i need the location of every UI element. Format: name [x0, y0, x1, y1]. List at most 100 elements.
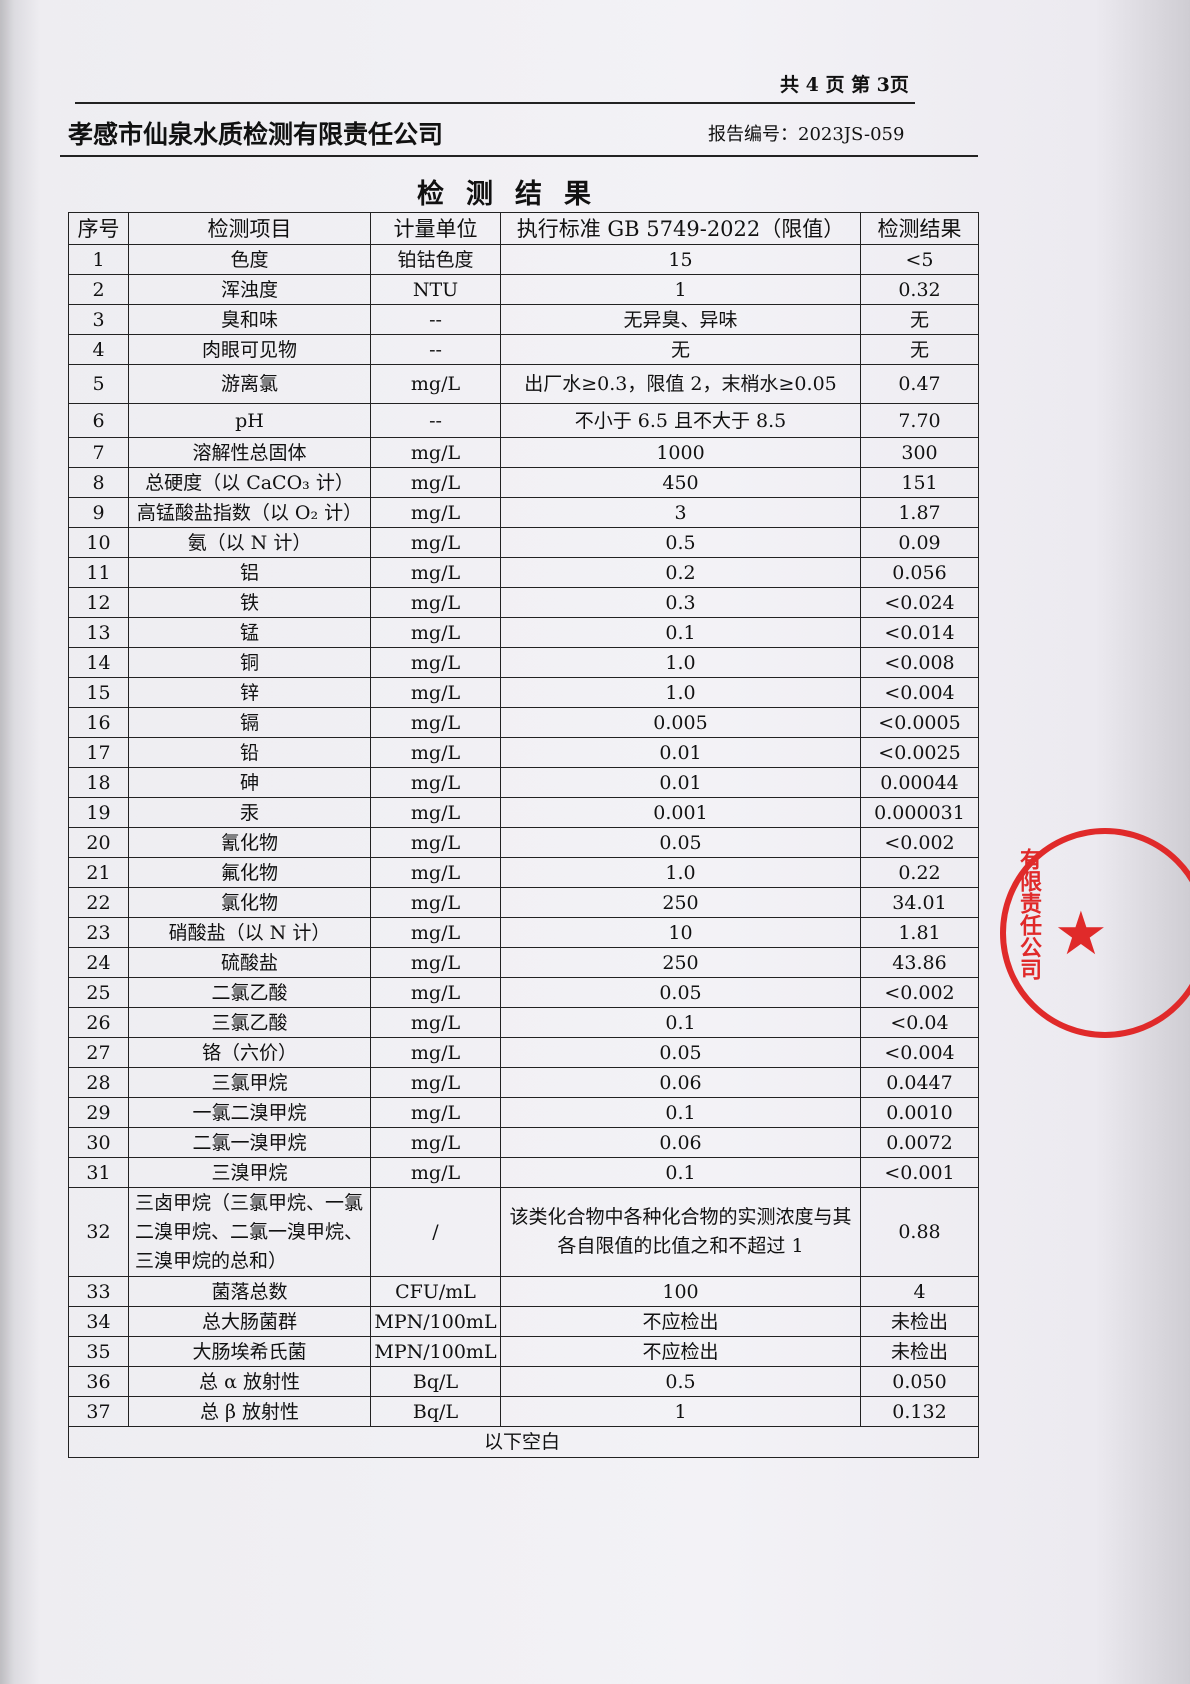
row-item: 大肠埃希氏菌: [128, 1336, 371, 1367]
company-name: 孝感市仙泉水质检测有限责任公司: [68, 120, 444, 149]
row-no: 22: [68, 887, 129, 918]
row-standard: 0.2: [500, 557, 861, 588]
row-unit: Bq/L: [370, 1366, 501, 1397]
row-result: 0.000031: [860, 797, 979, 828]
row-item: 三氯乙酸: [128, 1007, 371, 1038]
col-unit: 计量单位: [370, 212, 501, 245]
row-item: 二氯一溴甲烷: [128, 1127, 371, 1158]
row-no: 10: [68, 527, 129, 558]
row-standard: 不应检出: [500, 1306, 861, 1337]
row-standard: 0.005: [500, 707, 861, 738]
table-row: 37 总 β 放射性 Bq/L 1 0.132: [68, 1396, 979, 1427]
row-no: 26: [68, 1007, 129, 1038]
row-unit: mg/L: [370, 364, 501, 404]
table-row: 8 总硬度（以 CaCO₃ 计） mg/L 450 151: [68, 467, 979, 498]
row-unit: mg/L: [370, 647, 501, 678]
table-row: 3 臭和味 -- 无异臭、异味无: [68, 304, 979, 335]
row-item: 硫酸盐: [128, 947, 371, 978]
row-item: 三溴甲烷: [128, 1157, 371, 1188]
row-standard: 0.06: [500, 1067, 861, 1098]
table-row: 1 色度 铂钴色度 15 <5: [68, 244, 979, 275]
row-standard: 不应检出: [500, 1336, 861, 1367]
row-standard: 1.0: [500, 677, 861, 708]
table-row: 29 一氯二溴甲烷 mg/L 0.1 0.0010: [68, 1097, 979, 1128]
row-item: 硝酸盐（以 N 计）: [128, 917, 371, 948]
row-standard: 100: [500, 1276, 861, 1307]
table-row: 17 铅 mg/L 0.01 <0.0025: [68, 737, 979, 768]
table-row: 32 三卤甲烷（三氯甲烷、一氯二溴甲烷、二氯一溴甲烷、三溴甲烷的总和） / 该类化合物…: [68, 1187, 979, 1277]
table-row: 16 镉 mg/L 0.005 <0.0005: [68, 707, 979, 738]
table-row: 9 高锰酸盐指数（以 O₂ 计） mg/L 3 1.87: [68, 497, 979, 528]
row-result: 4: [860, 1276, 979, 1307]
page-info: 共 4 页 第 3页: [780, 74, 909, 96]
company-seal: 有限责任公司 ★: [1000, 828, 1190, 1038]
row-standard: 1: [500, 274, 861, 305]
row-unit: mg/L: [370, 977, 501, 1008]
row-unit: MPN/100mL: [370, 1306, 501, 1337]
seal-lettering: 有限责任公司: [1016, 848, 1041, 980]
row-unit: mg/L: [370, 467, 501, 498]
row-no: 1: [68, 244, 129, 275]
row-item: 氟化物: [128, 857, 371, 888]
row-standard: 该类化合物中各种化合物的实测浓度与其各自限值的比值之和不超过 1: [500, 1187, 861, 1277]
row-item: 氨（以 N 计）: [128, 527, 371, 558]
row-unit: mg/L: [370, 887, 501, 918]
row-standard: 1: [500, 1396, 861, 1427]
row-no: 18: [68, 767, 129, 798]
row-no: 4: [68, 334, 129, 365]
table-row: 27 铬（六价） mg/L 0.05 <0.004: [68, 1037, 979, 1068]
row-result: 0.22: [860, 857, 979, 888]
row-unit: CFU/mL: [370, 1276, 501, 1307]
row-no: 17: [68, 737, 129, 768]
row-no: 14: [68, 647, 129, 678]
row-result: 0.32: [860, 274, 979, 305]
row-standard: 0.1: [500, 1097, 861, 1128]
table-row: 28 三氯甲烷 mg/L 0.06 0.0447: [68, 1067, 979, 1098]
header-rule-bottom: [60, 155, 978, 157]
row-item: 铜: [128, 647, 371, 678]
row-no: 12: [68, 587, 129, 618]
row-result: 0.09: [860, 527, 979, 558]
row-item: 锰: [128, 617, 371, 648]
row-result: <0.04: [860, 1007, 979, 1038]
row-no: 16: [68, 707, 129, 738]
row-item: 总大肠菌群: [128, 1306, 371, 1337]
row-unit: --: [370, 334, 501, 365]
row-no: 5: [68, 364, 129, 404]
row-standard: 250: [500, 947, 861, 978]
row-result: <0.024: [860, 587, 979, 618]
table-row: 24 硫酸盐 mg/L 250 43.86: [68, 947, 979, 978]
table-row: 19 汞 mg/L 0.001 0.000031: [68, 797, 979, 828]
row-unit: mg/L: [370, 947, 501, 978]
row-unit: mg/L: [370, 827, 501, 858]
table-row: 14 铜 mg/L 1.0 <0.008: [68, 647, 979, 678]
row-unit: mg/L: [370, 587, 501, 618]
row-standard: 无: [500, 334, 861, 365]
row-item: 镉: [128, 707, 371, 738]
row-result: 7.70: [860, 403, 979, 438]
row-standard: 0.001: [500, 797, 861, 828]
row-result: 0.056: [860, 557, 979, 588]
row-unit: mg/L: [370, 917, 501, 948]
row-unit: MPN/100mL: [370, 1336, 501, 1367]
row-result: 0.0072: [860, 1127, 979, 1158]
header-rule-top: [75, 102, 915, 104]
row-item: pH: [128, 403, 371, 438]
row-no: 36: [68, 1366, 129, 1397]
row-standard: 0.1: [500, 617, 861, 648]
row-standard: 1.0: [500, 647, 861, 678]
table-row: 33 菌落总数 CFU/mL 100 4: [68, 1276, 979, 1307]
table-row: 21 氟化物 mg/L 1.0 0.22: [68, 857, 979, 888]
row-unit: mg/L: [370, 677, 501, 708]
row-unit: mg/L: [370, 707, 501, 738]
table-row: 15 锌 mg/L 1.0 <0.004: [68, 677, 979, 708]
row-no: 23: [68, 917, 129, 948]
row-unit: /: [370, 1187, 501, 1277]
row-result: <0.002: [860, 827, 979, 858]
row-no: 28: [68, 1067, 129, 1098]
row-standard: 0.5: [500, 527, 861, 558]
row-result: <0.001: [860, 1157, 979, 1188]
table-row: 34 总大肠菌群 MPN/100mL 不应检出 未检出: [68, 1306, 979, 1337]
table-row: 11 铝 mg/L 0.2 0.056: [68, 557, 979, 588]
row-item: 高锰酸盐指数（以 O₂ 计）: [128, 497, 371, 528]
